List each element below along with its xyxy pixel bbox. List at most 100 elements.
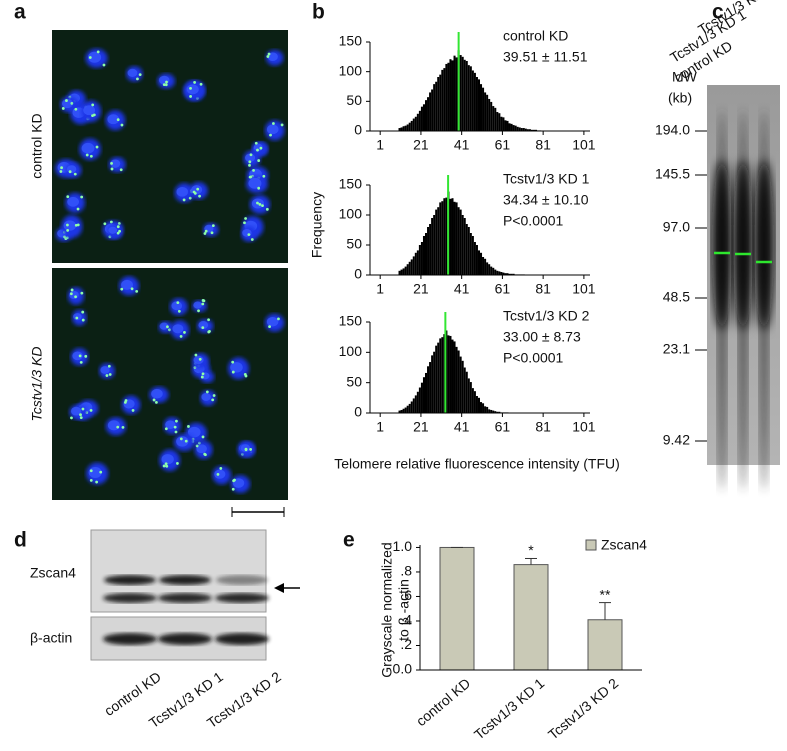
histogram-bar [502,272,505,275]
telomere-spot [99,470,103,474]
panel-label: a [14,1,26,24]
histogram-bar [514,125,517,131]
histogram-bar [522,128,525,131]
histogram-bar [416,113,419,131]
telomere-spot [189,95,192,98]
y-tick-label: 0.0 [393,661,413,677]
telomere-spot [183,331,186,334]
band [215,593,269,603]
mw-title: MW [672,69,698,85]
telomere-spot [79,413,82,417]
telomere-spot [74,295,77,299]
bar [513,564,549,671]
telomere-spot [166,325,169,329]
histogram-bar [465,60,468,132]
telomere-spot [211,224,215,228]
telomere-spot [198,357,202,361]
x-tick-label: 41 [454,281,470,297]
telomere-spot [266,55,270,58]
x-tick-label: 61 [495,137,511,153]
histogram-bar [475,245,478,275]
histogram-bar [422,377,425,413]
nucleus [244,153,256,162]
histogram-bar [461,215,464,275]
histogram-bar [480,84,483,131]
panel-label: d [14,529,27,552]
telomere-spot [262,174,266,178]
histogram-bar [429,224,432,275]
nucleus [159,322,169,330]
histogram-bar [496,411,499,413]
histogram-bar [482,87,485,131]
histogram-bar [416,391,419,413]
x-tick-label: 1 [376,419,384,435]
histogram-bar [402,408,405,413]
telomere-spot [118,229,122,233]
histogram-bar [494,411,497,413]
x-tick-label: 1 [376,137,384,153]
nucleus [172,324,184,334]
nucleus [81,142,95,154]
telomere-spot [116,225,120,229]
histogram-bar [420,382,423,413]
histogram-bar [398,128,401,131]
histogram-bar [477,79,480,131]
telomere-spot [249,448,253,451]
y-tick-label: 50 [346,92,362,108]
telomere-spot [138,73,142,77]
histogram-bar [467,378,470,413]
histogram-bar [441,69,444,131]
telomere-spot [73,172,77,176]
nucleus [67,196,79,207]
histogram-bar [412,118,415,131]
histogram-bar [506,120,509,131]
histogram-bar [451,198,454,275]
telomere-spot [81,407,85,411]
telomere-spot [89,154,93,158]
histogram-bar [414,116,417,131]
telomere-spot [219,467,223,470]
histogram-bar [408,403,411,413]
telomere-spot [107,364,111,368]
histogram-bar [400,127,403,131]
nucleus [176,436,189,447]
nucleus [165,420,176,429]
histogram-bar [408,122,411,131]
telomere-spot [173,425,177,429]
x-tick-label: Tcstv1/3 KD 2 [545,675,622,743]
telomere-spot [184,439,188,443]
histogram-bar [441,201,444,275]
histogram-bar [494,269,497,275]
telomere-spot [117,222,121,225]
histogram-bar [455,202,458,275]
telomere-spot [110,162,113,165]
mw-marker: 194.0 [655,122,690,138]
y-tick-label: 0 [354,122,362,138]
histogram-bar [427,366,430,413]
y-tick-label: .2 [400,636,412,652]
histogram-bar [494,107,497,131]
histogram-bar [459,55,462,132]
histogram-bar [530,129,533,131]
telomere-spot [201,435,205,439]
histogram-bar [532,129,535,131]
panel-label: b [312,1,325,24]
telomere-spot [70,102,74,105]
nucleus [193,301,202,309]
annotation: control KD [503,28,568,44]
histogram-bar [484,92,487,131]
histogram-bar [431,89,434,131]
telomere-spot [212,394,216,397]
legend-swatch [585,539,597,551]
telomere-spot [105,374,109,377]
histogram-bar [516,126,519,131]
telomere-spot [66,223,69,227]
telomere-spot [233,478,236,482]
telomere-spot [168,328,171,332]
y-tick-label: 50 [346,373,362,389]
x-tick-label: 81 [535,419,551,435]
telomere-spot [121,425,125,429]
y-tick-label: 100 [339,343,363,359]
y-tick-label: .8 [400,563,412,579]
telomere-spot [176,462,179,465]
